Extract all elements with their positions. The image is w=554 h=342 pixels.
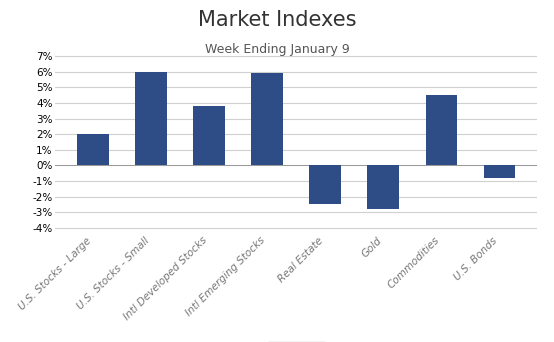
Bar — [425, 95, 458, 166]
Text: Week Ending January 9: Week Ending January 9 — [204, 43, 350, 56]
Bar — [367, 166, 399, 209]
Text: Market Indexes: Market Indexes — [198, 10, 356, 30]
Bar — [252, 74, 283, 166]
Bar — [135, 72, 167, 166]
Bar — [193, 106, 225, 166]
Bar — [484, 166, 515, 178]
Bar — [78, 134, 109, 166]
Bar — [310, 166, 341, 205]
